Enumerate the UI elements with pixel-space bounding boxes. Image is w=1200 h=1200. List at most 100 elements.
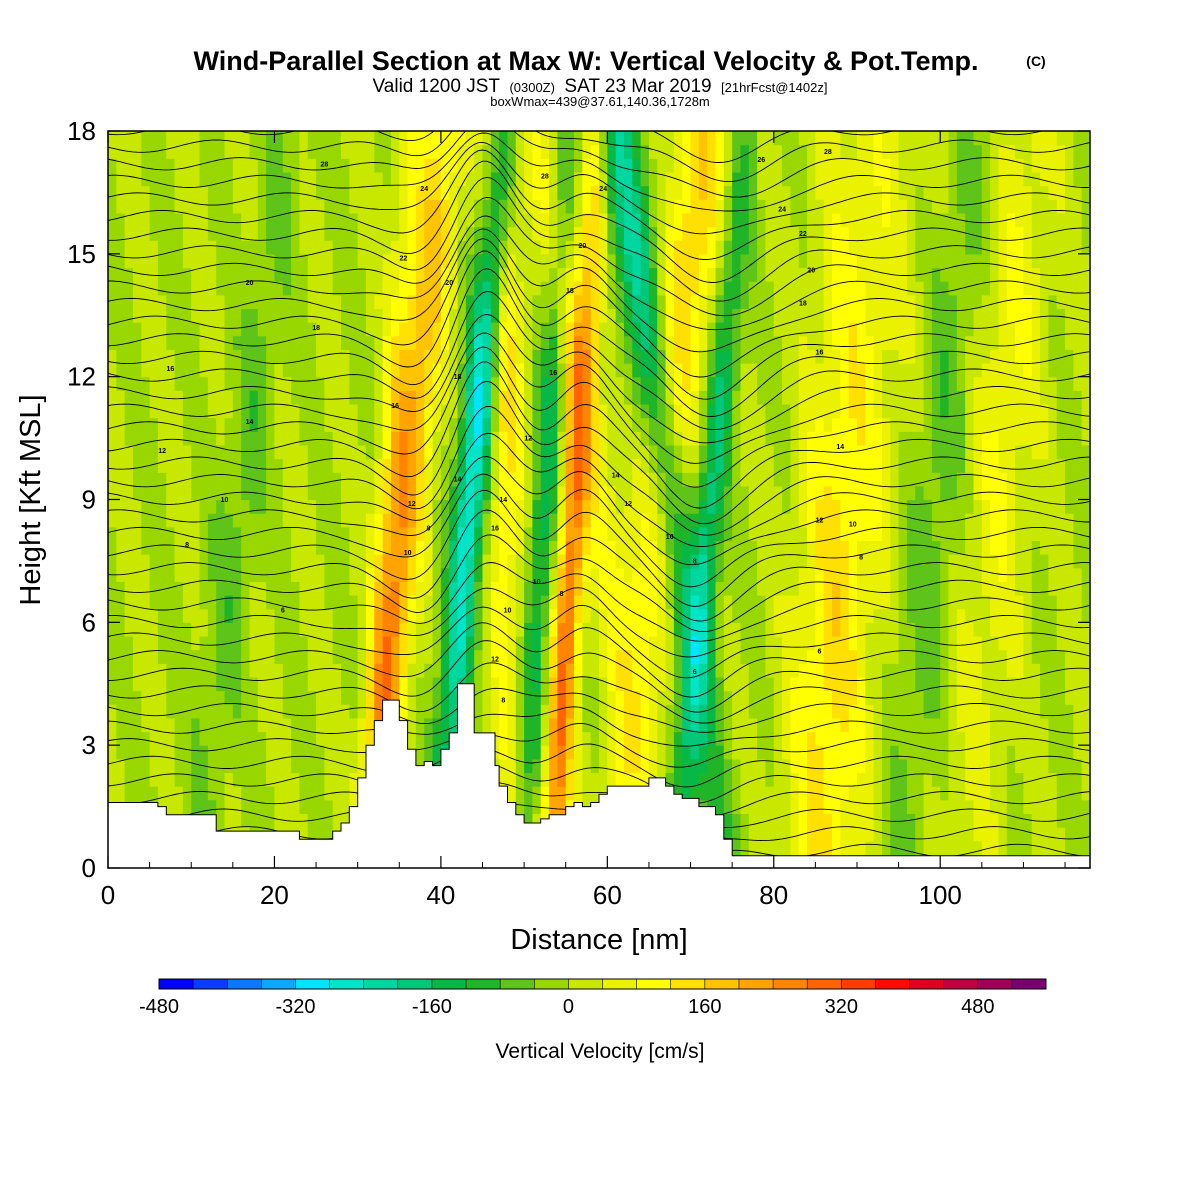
field-cell bbox=[632, 717, 642, 733]
field-cell bbox=[515, 717, 525, 733]
field-cell bbox=[773, 158, 783, 173]
field-cell bbox=[415, 622, 425, 637]
field-cell bbox=[557, 226, 567, 241]
field-cell bbox=[707, 349, 717, 364]
field-cell bbox=[124, 704, 134, 719]
field-cell bbox=[365, 226, 375, 241]
field-cell bbox=[382, 144, 392, 159]
field-cell bbox=[515, 267, 525, 282]
field-cell bbox=[332, 676, 342, 692]
field-cell bbox=[474, 540, 484, 555]
field-cell bbox=[149, 540, 159, 555]
field-cell bbox=[665, 772, 675, 787]
field-cell bbox=[823, 526, 833, 542]
field-cell bbox=[116, 322, 126, 337]
field-cell bbox=[873, 717, 883, 733]
field-cell bbox=[607, 444, 617, 460]
field-cell bbox=[540, 663, 550, 678]
field-cell bbox=[840, 758, 850, 774]
field-cell bbox=[740, 390, 750, 405]
field-cell bbox=[182, 144, 192, 159]
field-cell bbox=[773, 526, 783, 542]
field-cell bbox=[232, 499, 242, 514]
field-cell bbox=[432, 526, 442, 542]
field-cell bbox=[399, 554, 409, 569]
field-cell bbox=[341, 253, 350, 269]
field-cell bbox=[690, 376, 700, 391]
field-cell bbox=[174, 731, 184, 746]
field-cell bbox=[266, 158, 276, 173]
field-cell bbox=[549, 458, 558, 473]
field-cell bbox=[149, 281, 159, 296]
field-cell bbox=[748, 704, 758, 719]
field-cell bbox=[232, 294, 242, 310]
field-cell bbox=[682, 281, 692, 296]
field-cell bbox=[424, 635, 434, 651]
field-cell bbox=[599, 567, 608, 582]
field-cell bbox=[324, 540, 334, 555]
field-cell bbox=[499, 758, 509, 774]
field-cell bbox=[499, 267, 509, 282]
field-cell bbox=[782, 554, 791, 569]
field-cell bbox=[515, 240, 525, 255]
field-cell bbox=[648, 622, 658, 637]
field-cell bbox=[457, 444, 467, 460]
field-cell bbox=[757, 158, 767, 173]
field-cell bbox=[349, 649, 359, 664]
field-cell bbox=[424, 458, 434, 473]
field-cell bbox=[773, 827, 783, 842]
field-cell bbox=[865, 595, 875, 610]
field-cell bbox=[424, 212, 434, 228]
field-cell bbox=[698, 676, 708, 692]
field-cell bbox=[249, 158, 259, 173]
field-cell bbox=[241, 403, 251, 419]
field-cell bbox=[166, 212, 176, 228]
field-cell bbox=[540, 745, 550, 760]
field-cell bbox=[365, 144, 375, 159]
field-cell bbox=[557, 281, 567, 296]
field-cell bbox=[182, 185, 192, 200]
field-cell bbox=[748, 226, 758, 241]
field-cell bbox=[790, 635, 800, 651]
field-cell bbox=[274, 458, 284, 473]
field-cell bbox=[782, 267, 791, 282]
field-cell bbox=[324, 403, 334, 419]
field-cell bbox=[174, 717, 184, 733]
field-cell bbox=[840, 595, 850, 610]
field-cell bbox=[349, 390, 359, 405]
field-cell bbox=[665, 635, 675, 651]
field-cell bbox=[549, 281, 558, 296]
field-cell bbox=[241, 253, 251, 269]
field-cell bbox=[856, 349, 866, 364]
field-cell bbox=[782, 704, 791, 719]
field-cell bbox=[424, 185, 434, 200]
field-cell bbox=[407, 704, 417, 719]
field-cell bbox=[765, 704, 775, 719]
field-cell bbox=[216, 554, 226, 569]
field-cell bbox=[632, 731, 642, 746]
field-cell bbox=[424, 417, 434, 432]
field-cell bbox=[191, 540, 201, 555]
field-cell bbox=[740, 608, 750, 623]
field-cell bbox=[665, 499, 675, 514]
field-cell bbox=[432, 212, 442, 228]
field-cell bbox=[549, 131, 558, 146]
field-cell bbox=[424, 704, 434, 719]
field-cell bbox=[673, 499, 683, 514]
field-cell bbox=[282, 499, 292, 514]
field-cell bbox=[840, 390, 850, 405]
field-cell bbox=[673, 322, 683, 337]
field-cell bbox=[232, 513, 242, 528]
field-cell bbox=[640, 131, 650, 146]
field-cell bbox=[865, 676, 875, 692]
field-cell bbox=[715, 485, 725, 501]
field-cell bbox=[715, 431, 725, 446]
field-cell bbox=[457, 281, 467, 296]
field-cell bbox=[615, 417, 625, 432]
field-cell bbox=[307, 444, 317, 460]
field-cell bbox=[474, 704, 484, 719]
field-cell bbox=[399, 171, 409, 187]
field-cell bbox=[149, 472, 159, 487]
field-cell bbox=[632, 240, 642, 255]
field-cell bbox=[166, 199, 176, 214]
